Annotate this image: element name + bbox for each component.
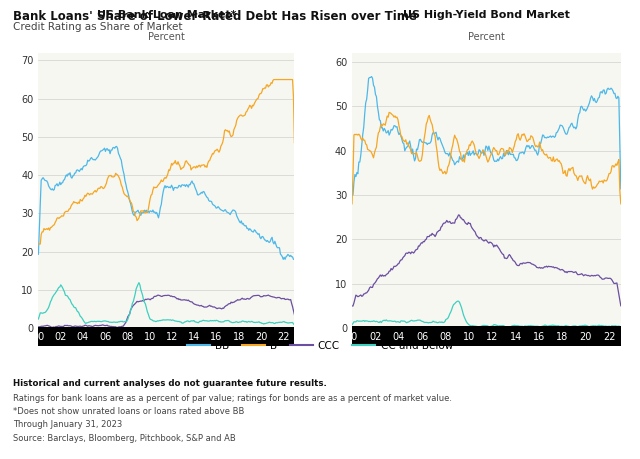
Text: Source: Barclays, Bloomberg, Pitchbook, S&P and AB: Source: Barclays, Bloomberg, Pitchbook, …: [13, 434, 236, 443]
Text: 16: 16: [211, 332, 223, 342]
Text: 02: 02: [369, 332, 381, 342]
Text: 12: 12: [166, 332, 178, 342]
Text: 16: 16: [533, 332, 545, 342]
Text: 08: 08: [440, 332, 452, 342]
Text: 08: 08: [122, 332, 134, 342]
Text: Through January 31, 2023: Through January 31, 2023: [13, 420, 122, 430]
Text: 02: 02: [54, 332, 67, 342]
Text: 14: 14: [509, 332, 522, 342]
Text: 18: 18: [556, 332, 568, 342]
Text: 00: 00: [32, 332, 45, 342]
Text: 04: 04: [392, 332, 405, 342]
Text: 06: 06: [99, 332, 111, 342]
Text: Ratings for bank loans are as a percent of par value; ratings for bonds are as a: Ratings for bank loans are as a percent …: [13, 394, 452, 403]
Text: US Bank Loan Market*: US Bank Loan Market*: [97, 10, 236, 20]
Text: 06: 06: [416, 332, 428, 342]
Text: 12: 12: [486, 332, 499, 342]
Legend: BB, B, CCC, CC and Below: BB, B, CCC, CC and Below: [183, 337, 457, 355]
Text: 20: 20: [580, 332, 592, 342]
Text: Bank Loans' Share of Lower-Rated Debt Has Risen over Time: Bank Loans' Share of Lower-Rated Debt Ha…: [13, 10, 417, 23]
Text: 22: 22: [603, 332, 616, 342]
Text: *Does not show unrated loans or loans rated above BB: *Does not show unrated loans or loans ra…: [13, 407, 244, 416]
Bar: [352, 326, 621, 346]
Text: Percent: Percent: [468, 32, 505, 42]
Text: Credit Rating as Share of Market: Credit Rating as Share of Market: [13, 22, 182, 32]
Text: 10: 10: [463, 332, 475, 342]
Text: 18: 18: [232, 332, 245, 342]
Text: 14: 14: [188, 332, 200, 342]
Text: 20: 20: [255, 332, 267, 342]
Text: Percent: Percent: [148, 32, 185, 42]
Text: US High-Yield Bond Market: US High-Yield Bond Market: [403, 10, 570, 20]
Text: 10: 10: [143, 332, 156, 342]
Text: 04: 04: [77, 332, 89, 342]
Text: Historical and current analyses do not guarantee future results.: Historical and current analyses do not g…: [13, 379, 326, 388]
Bar: [38, 327, 294, 346]
Text: 22: 22: [277, 332, 289, 342]
Text: 00: 00: [346, 332, 358, 342]
